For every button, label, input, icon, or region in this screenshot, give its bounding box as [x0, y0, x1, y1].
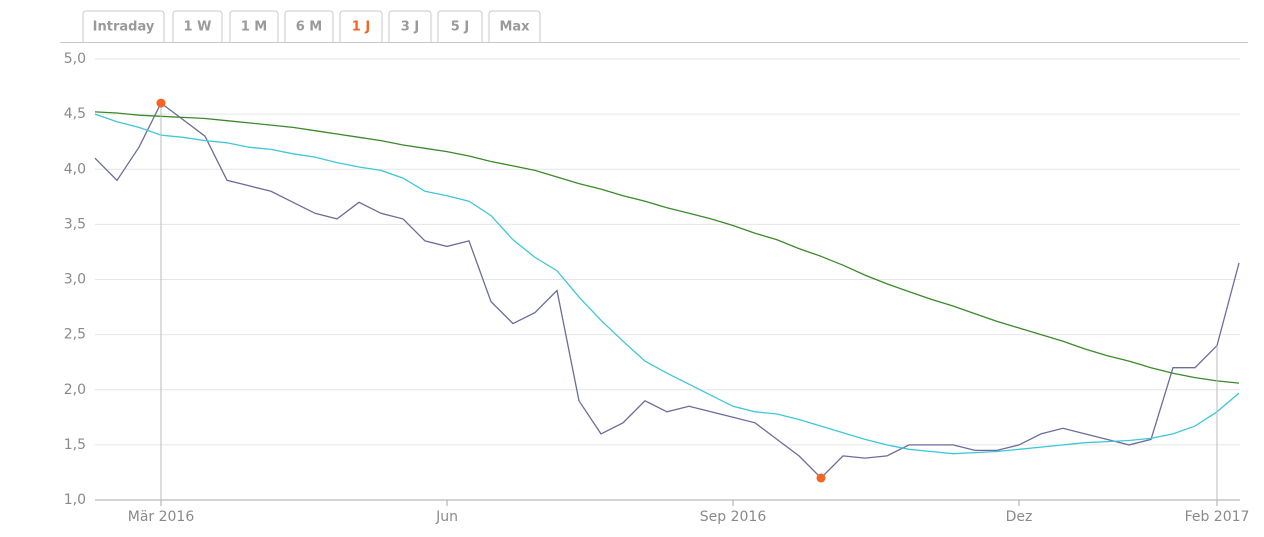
tab-label[interactable]: 1 W [184, 20, 212, 35]
tab-label[interactable]: Intraday [93, 20, 155, 35]
extreme-marker [156, 98, 166, 108]
extreme-marker [816, 473, 826, 483]
tab-label[interactable]: 1 J [352, 20, 370, 35]
tab[interactable]: 6 M [284, 10, 334, 46]
tab-label[interactable]: 3 J [401, 20, 419, 35]
tab-label[interactable]: 1 M [241, 20, 268, 35]
tab-label[interactable]: 6 M [296, 20, 323, 35]
tab[interactable]: 1 J [339, 10, 383, 46]
x-tick-label: Sep 2016 [700, 509, 767, 525]
y-tick-label: 3,5 [64, 216, 86, 232]
y-tick-label: 1,5 [64, 437, 86, 453]
tab-label[interactable]: 5 J [451, 20, 469, 35]
tab[interactable]: 1 W [172, 10, 223, 46]
y-tick-label: 3,0 [64, 272, 86, 288]
y-tick-label: 2,5 [64, 327, 86, 343]
tab[interactable]: 1 M [229, 10, 279, 46]
tab[interactable]: Max [488, 10, 541, 46]
y-tick-label: 2,0 [64, 382, 86, 398]
x-tick-label: Feb 2017 [1185, 509, 1250, 525]
x-tick-label: Jun [435, 509, 458, 525]
series-line [94, 113, 1240, 455]
tab[interactable]: 3 J [388, 10, 432, 46]
tab-label[interactable]: Max [499, 20, 530, 35]
y-tick-label: 1,0 [64, 492, 86, 508]
tab-cover [60, 42, 1248, 48]
series-line [94, 111, 1240, 384]
y-tick-label: 5,0 [64, 51, 86, 67]
y-tick-label: 4,0 [64, 161, 86, 177]
x-tick-label: Mär 2016 [128, 509, 195, 525]
y-tick-label: 4,5 [64, 106, 86, 122]
tab[interactable]: Intraday [82, 10, 165, 46]
x-tick-label: Dez [1006, 509, 1033, 525]
tab[interactable]: 5 J [437, 10, 483, 46]
series-line [94, 102, 1240, 479]
